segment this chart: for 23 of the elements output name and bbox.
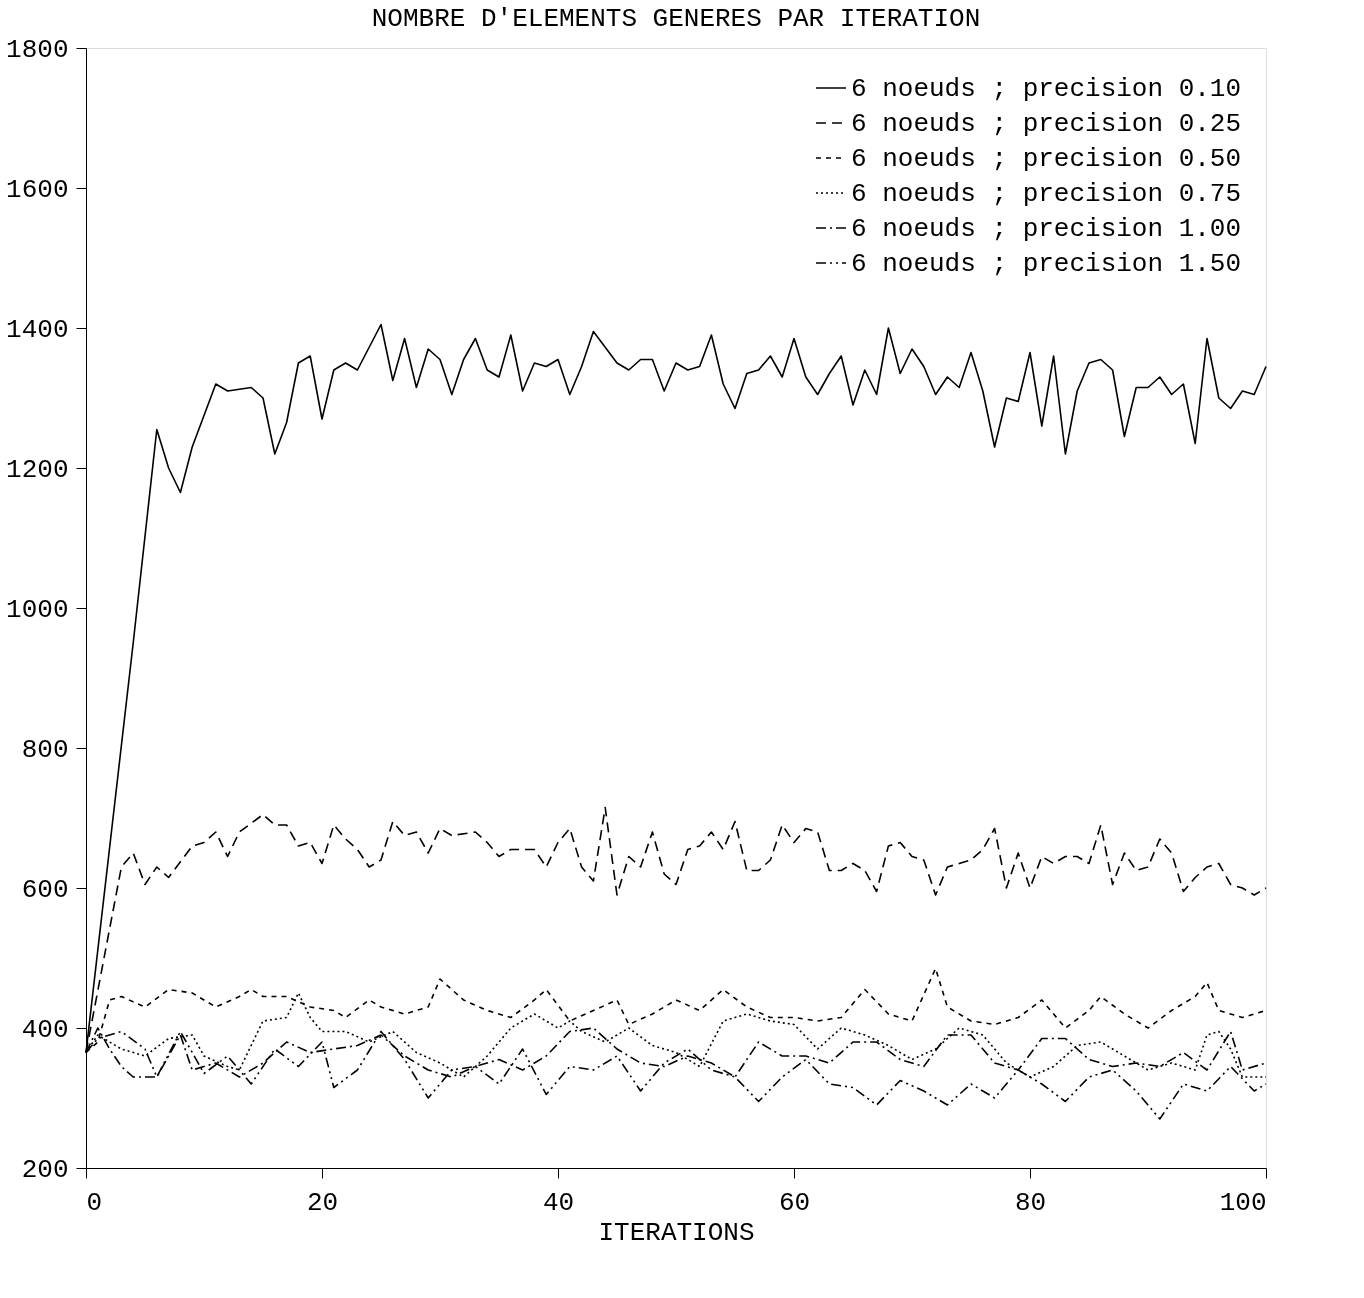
x-tick-label: 20 <box>306 1187 339 1218</box>
y-tick-label: 600 <box>21 874 69 905</box>
legend-label: 6 noeuds ; precision 1.50 <box>851 249 1242 279</box>
legend-label: 6 noeuds ; precision 1.00 <box>851 214 1242 244</box>
x-tick-label: 100 <box>1219 1187 1267 1218</box>
y-tick-label: 1800 <box>6 34 69 65</box>
legend-label: 6 noeuds ; precision 0.75 <box>851 179 1242 209</box>
y-tick-label: 1000 <box>6 594 69 625</box>
y-tick-label: 1200 <box>6 454 69 485</box>
y-tick-label: 1400 <box>6 314 69 345</box>
chart-title: NOMBRE D'ELEMENTS GENERES PAR ITERATION <box>371 4 981 34</box>
y-tick-label: 1600 <box>6 174 69 205</box>
legend-label: 6 noeuds ; precision 0.25 <box>851 109 1242 139</box>
y-tick-label: 400 <box>21 1014 69 1045</box>
y-tick-label: 800 <box>21 734 69 765</box>
x-tick-label: 80 <box>1014 1187 1047 1218</box>
legend-label: 6 noeuds ; precision 0.10 <box>851 74 1242 104</box>
x-tick-label: 40 <box>542 1187 575 1218</box>
legend-label: 6 noeuds ; precision 0.50 <box>851 144 1242 174</box>
x-tick-label: 60 <box>778 1187 811 1218</box>
y-tick-label: 200 <box>21 1154 69 1185</box>
x-axis-title: ITERATIONS <box>598 1217 755 1248</box>
x-tick-label: 0 <box>86 1187 103 1218</box>
